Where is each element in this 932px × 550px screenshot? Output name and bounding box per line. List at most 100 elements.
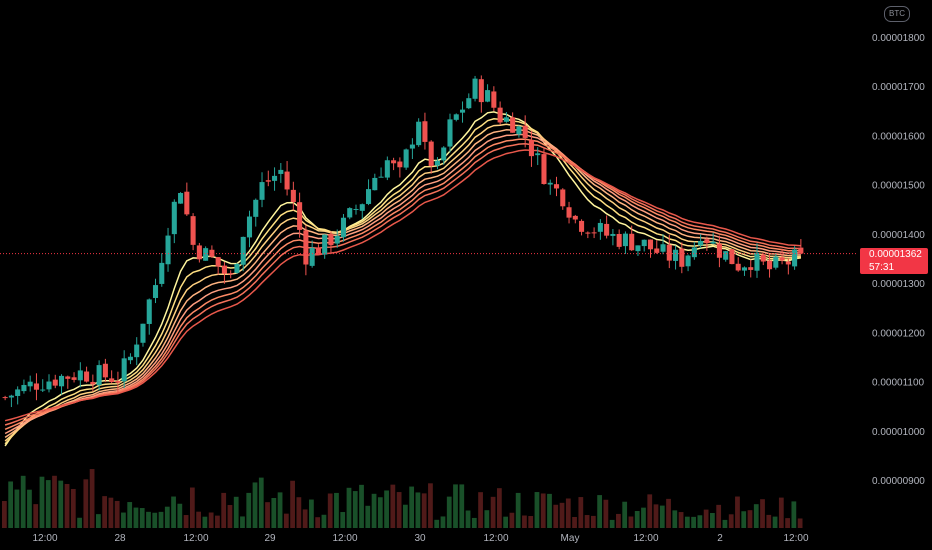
candle-body [604,223,610,236]
candle [96,360,102,391]
x-tick-label: May [561,533,580,544]
volume-bar [196,511,201,528]
candle [328,231,334,254]
candle [579,219,585,236]
candle [541,147,547,185]
candle [441,146,447,165]
candle-body [466,98,472,109]
volume-bar [572,516,577,528]
candle [33,373,39,401]
candle-body [165,235,171,265]
candle [654,240,660,254]
volume-bar [440,516,446,528]
volume-bar [534,492,540,528]
candle [52,374,58,389]
volume-bar [8,481,14,528]
candle-body [416,121,422,146]
volume-bar [340,512,346,528]
candle-body [735,263,741,271]
candle-body [347,208,353,218]
volume-bar [760,499,765,528]
volume-bar [559,502,565,528]
volume-bar [189,487,195,528]
candle [710,232,716,245]
volume-bar [327,493,333,528]
candle [27,375,33,392]
candle [503,111,509,123]
volume-bar [365,505,371,528]
candle [372,173,378,191]
volume-bar [428,483,433,528]
candle-body [33,383,39,390]
volume-bar [578,497,584,528]
candle-body [516,126,522,135]
volume-bar [409,486,415,528]
candle-body [52,379,58,386]
candle-body [159,262,165,284]
candle-body [585,232,591,234]
candle [792,246,798,270]
candle [178,192,184,204]
candle-body [140,323,146,343]
candlesticks [2,75,804,408]
candle [165,227,171,272]
candle [704,236,710,251]
candle [535,147,541,166]
time-axis[interactable]: 12:00 28 12:00 29 12:00 30 12:00 May 12:00 2 12:00 [32,533,808,544]
x-tick-label: 29 [264,533,276,544]
volume-bar [616,513,621,528]
volume-bar [666,498,671,528]
candle [58,374,65,395]
y-tick-label: 0.00001000 [872,427,925,438]
candle-body [196,245,202,260]
candle-body [673,249,679,261]
candle [491,86,497,112]
candle [121,350,127,389]
x-tick-label: 12:00 [633,533,658,544]
volume-bar [277,492,283,528]
volume-bar [352,491,358,528]
volume-bar [716,504,722,528]
candle [246,210,253,248]
volume-bar [753,504,759,528]
candle-body [391,160,397,164]
volume-bar [359,484,364,528]
x-tick-label: 12:00 [332,533,357,544]
candle-body [773,256,779,268]
volume-bar [628,516,634,528]
candle-body [152,285,159,298]
candle [591,227,597,239]
candle-body [553,184,560,189]
candle-body [240,236,246,265]
candle [290,181,296,211]
y-tick-label: 0.00001400 [872,230,925,241]
candle [228,270,234,279]
candle [629,225,635,251]
price-axis[interactable]: 0.00001800 0.00001700 0.00001600 0.00001500… [872,33,925,487]
candle-body [459,109,466,113]
volume-bar [465,510,471,528]
candle [397,157,403,178]
candle-body [472,78,478,99]
candle [378,167,384,178]
volume-bar [102,496,108,528]
volume-bar [403,504,408,528]
candle-body [134,344,140,358]
volume-bar [246,492,252,528]
volume-bar [334,492,339,528]
volume-bar [158,511,164,528]
candle-body [741,267,748,271]
candle [666,234,672,269]
volume-bar [377,497,383,528]
y-tick-label: 0.00001300 [872,279,925,290]
candle-body [221,265,227,274]
volume-bar [766,514,772,528]
candle-body [228,273,234,275]
volume-bar [39,476,45,528]
currency-badge[interactable]: BTC [884,6,910,22]
candle [485,84,491,103]
volume-bar [785,518,790,528]
x-tick-label: 12:00 [183,533,208,544]
candle-body [190,216,196,245]
